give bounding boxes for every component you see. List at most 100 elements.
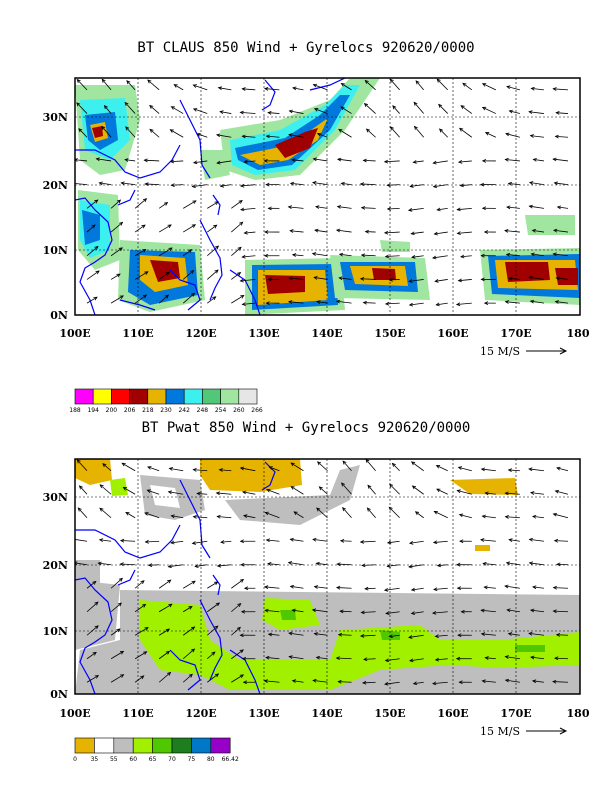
wind-vector: [314, 586, 328, 589]
wind-vector: [75, 562, 88, 566]
wind-vector-head: [211, 651, 216, 656]
wind-vector-head: [167, 579, 172, 584]
wind-vector: [96, 158, 112, 162]
wind-vector: [207, 602, 220, 613]
wind-vector: [365, 459, 376, 472]
wind-vector: [231, 627, 241, 636]
wind-vector-head: [555, 632, 561, 637]
wind-vector: [384, 231, 400, 234]
wind-vector-head: [359, 634, 365, 638]
wind-vector-head: [530, 252, 535, 257]
wind-vector-head: [165, 650, 171, 655]
bottom-x-tick-100e: 100E: [59, 707, 90, 720]
wind-vector-head: [364, 586, 369, 591]
wind-vector-head: [312, 83, 318, 88]
wind-vector-head: [116, 628, 121, 633]
wind-vector: [312, 253, 328, 257]
wind-vector: [110, 247, 123, 257]
wind-vector: [529, 276, 544, 280]
wind-vector-head: [336, 157, 342, 162]
wind-vector: [313, 538, 328, 542]
wind-vector: [528, 468, 544, 472]
wind-vector-head: [432, 681, 437, 686]
wind-vector: [434, 511, 448, 519]
wind-vector: [207, 245, 219, 257]
wind-vector: [288, 206, 304, 209]
wind-vector-head: [141, 603, 147, 608]
wind-vector-head: [212, 296, 217, 301]
wind-vector: [265, 609, 280, 613]
top-coastlines: [75, 78, 346, 315]
bottom-x-tick-130e: 130E: [248, 707, 279, 720]
wind-vector-head: [149, 128, 154, 133]
wind-vector-head: [438, 103, 443, 108]
wind-vector-head: [555, 111, 560, 115]
wind-vector-head: [531, 514, 537, 519]
wind-vector-head: [529, 491, 535, 495]
colorbar-swatch: [238, 388, 258, 405]
wind-vector: [408, 207, 424, 211]
wind-vector: [413, 160, 424, 163]
wind-vector: [505, 159, 520, 162]
wind-vector-head: [433, 231, 438, 236]
bottom-reference-vector: 15 M/S: [480, 725, 568, 738]
wind-vector: [218, 87, 232, 91]
wind-vector: [266, 489, 280, 495]
wind-vector-head: [216, 514, 221, 519]
wind-vector-head: [313, 632, 318, 636]
bottom-y-tick-30n: 30N: [43, 491, 68, 504]
wind-vector-head: [411, 485, 417, 490]
wind-vector-head: [142, 198, 148, 203]
colorbar-label: 80: [207, 756, 215, 763]
wind-vector: [312, 609, 328, 613]
wind-vector: [529, 182, 544, 186]
wind-vector: [456, 302, 472, 305]
wind-vector-head: [436, 488, 441, 493]
wind-vector-head: [504, 300, 509, 304]
wind-vector: [556, 467, 569, 472]
wind-vector: [293, 511, 304, 519]
colorbar-label: 65: [149, 756, 157, 763]
wind-vector: [390, 79, 400, 91]
wind-vector: [437, 207, 448, 211]
wind-vector: [485, 132, 497, 138]
wind-vector: [506, 254, 520, 257]
wind-vector: [413, 102, 424, 114]
wind-vector: [171, 106, 184, 114]
wind-vector-head: [528, 110, 533, 114]
wind-vector-head: [214, 269, 219, 274]
wind-vector-head: [432, 540, 438, 545]
wind-vector-head: [528, 181, 534, 185]
wind-vector-head: [507, 632, 513, 636]
wind-vector-head: [504, 584, 509, 589]
wind-vector: [314, 229, 328, 233]
wind-vector-head: [362, 680, 367, 685]
wind-vector: [385, 658, 400, 662]
bottom-y-tick-labels: 0N 10N 20N 30N: [43, 491, 68, 701]
wind-vector-head: [460, 105, 465, 109]
wind-vector: [158, 672, 171, 683]
colorbar-label: 35: [91, 756, 99, 763]
wind-vector-head: [188, 673, 193, 678]
wind-vector-head: [408, 635, 413, 639]
wind-vector-head: [359, 540, 365, 544]
top-map-frame: [74, 77, 581, 316]
wind-vector: [414, 126, 424, 138]
wind-vector-head: [455, 656, 461, 661]
wind-vector: [207, 625, 219, 636]
wind-vector-head: [508, 276, 513, 281]
wind-vector-head: [553, 538, 559, 543]
wind-vector: [99, 484, 112, 495]
wind-vector-head: [291, 679, 297, 683]
bottom-ref-vector-label: 15 M/S: [480, 725, 520, 738]
wind-vector-head: [412, 681, 418, 686]
wind-vector-head: [94, 675, 100, 679]
wind-vector: [193, 160, 208, 164]
wind-vector-head: [265, 134, 270, 139]
wind-vector-head: [239, 183, 245, 188]
wind-vector: [433, 540, 448, 543]
wind-vector-head: [243, 514, 248, 518]
wind-vector-head: [240, 609, 246, 614]
wind-vector: [533, 158, 544, 162]
colorbar-label: 60: [129, 756, 137, 763]
